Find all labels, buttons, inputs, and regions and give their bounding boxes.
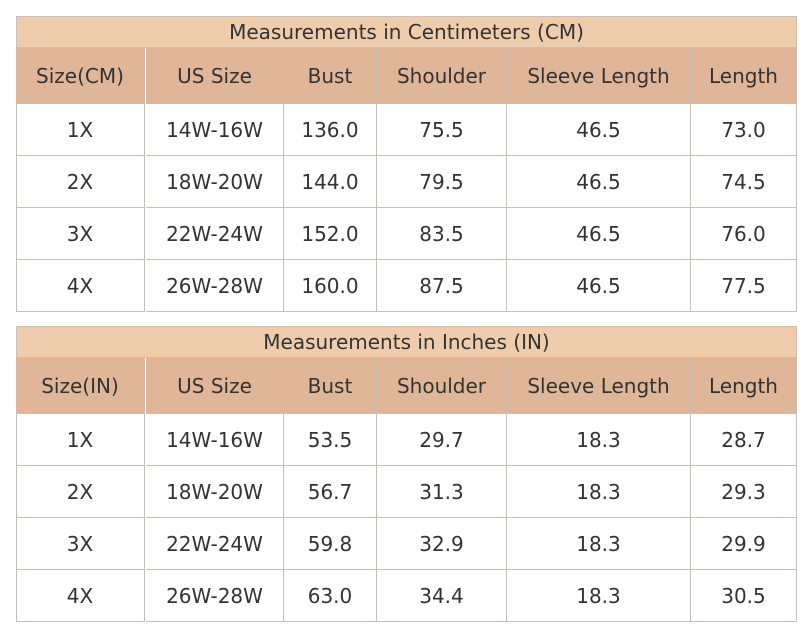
column-header: Bust: [284, 48, 377, 104]
table-cell: 18W-20W: [146, 156, 284, 208]
table-cell: 18W-20W: [146, 466, 284, 518]
table-cell: 26W-28W: [146, 570, 284, 622]
table-cell: 83.5: [377, 208, 507, 260]
table-cell: 75.5: [377, 104, 507, 156]
table-cell: 87.5: [377, 260, 507, 312]
table-cell: 46.5: [507, 156, 691, 208]
size-table: Measurements in Inches (IN) Size(IN) US Si…: [16, 326, 797, 622]
table-cell: 26W-28W: [146, 260, 284, 312]
table-cell: 74.5: [691, 156, 797, 208]
table-cell: 1X: [16, 104, 145, 156]
table-cell: 34.4: [377, 570, 507, 622]
table-title: Measurements in Inches (IN): [17, 327, 797, 358]
table-cell: 31.3: [377, 466, 507, 518]
table-cell: 77.5: [691, 260, 797, 312]
table-cell: 73.0: [691, 104, 797, 156]
table-cell: 63.0: [284, 570, 377, 622]
column-header: Size(CM): [16, 48, 145, 104]
table-cell: 3X: [16, 518, 145, 570]
size-table: Measurements in Centimeters (CM) Size(CM)…: [16, 16, 797, 312]
table-cell: 46.5: [507, 208, 691, 260]
column-header: US Size: [146, 358, 284, 414]
table-cell: 56.7: [284, 466, 377, 518]
table-cell: 14W-16W: [146, 104, 284, 156]
table-cell: 76.0: [691, 208, 797, 260]
column-header: Sleeve Length: [507, 48, 691, 104]
table-cell: 2X: [16, 466, 145, 518]
table-cell: 160.0: [284, 260, 377, 312]
column-header: Size(IN): [16, 358, 145, 414]
table-cell: 59.8: [284, 518, 377, 570]
table-cell: 18.3: [507, 570, 691, 622]
table-cell: 3X: [16, 208, 145, 260]
table-cell: 46.5: [507, 260, 691, 312]
table-cell: 14W-16W: [146, 414, 284, 466]
table-cell: 28.7: [691, 414, 797, 466]
column-header: Length: [691, 48, 797, 104]
table-cell: 18.3: [507, 466, 691, 518]
table-cell: 4X: [16, 570, 145, 622]
table-cell: 2X: [16, 156, 145, 208]
table-cell: 46.5: [507, 104, 691, 156]
table-cell: 22W-24W: [146, 518, 284, 570]
column-header: Shoulder: [377, 48, 507, 104]
column-header: Shoulder: [377, 358, 507, 414]
column-header: US Size: [146, 48, 284, 104]
table-cell: 29.7: [377, 414, 507, 466]
table-cell: 22W-24W: [146, 208, 284, 260]
table-cell: 32.9: [377, 518, 507, 570]
table-cell: 29.9: [691, 518, 797, 570]
table-cell: 30.5: [691, 570, 797, 622]
column-header: Bust: [284, 358, 377, 414]
column-header: Sleeve Length: [507, 358, 691, 414]
table-cell: 4X: [16, 260, 145, 312]
table-cell: 136.0: [284, 104, 377, 156]
table-cell: 18.3: [507, 414, 691, 466]
table-cell: 1X: [16, 414, 145, 466]
table-cell: 144.0: [284, 156, 377, 208]
table-title: Measurements in Centimeters (CM): [17, 17, 797, 48]
column-header: Length: [691, 358, 797, 414]
table-cell: 152.0: [284, 208, 377, 260]
table-cell: 18.3: [507, 518, 691, 570]
table-cell: 53.5: [284, 414, 377, 466]
table-cell: 79.5: [377, 156, 507, 208]
table-cell: 29.3: [691, 466, 797, 518]
